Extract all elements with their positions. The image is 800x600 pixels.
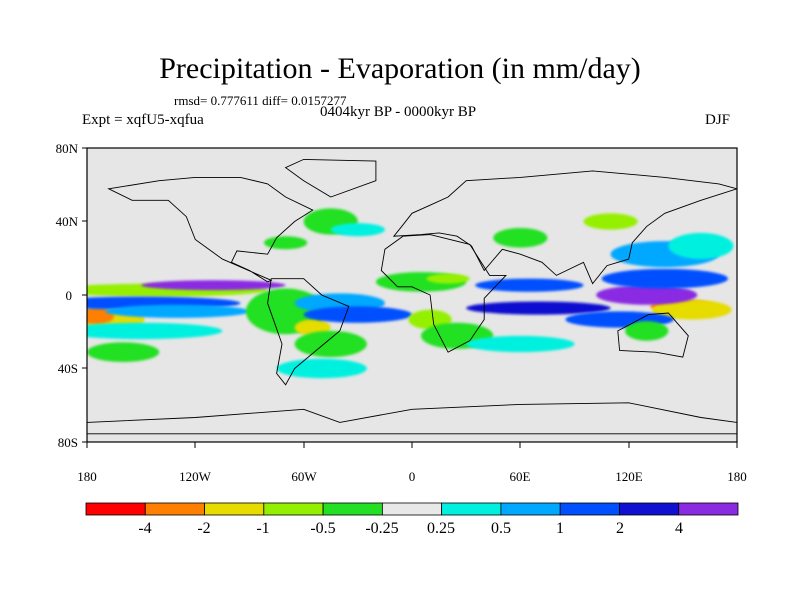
anomaly-field xyxy=(330,223,385,237)
colorbar-box xyxy=(441,502,502,516)
lon-label: 60W xyxy=(291,469,317,484)
lon-label: 180 xyxy=(727,469,747,484)
colorbar-label: -2 xyxy=(197,520,210,537)
colorbar xyxy=(85,502,739,516)
anomaly-field xyxy=(652,299,732,320)
colorbar-labels: -4 -2 -1 -0.5 -0.25 0.25 0.5 1 2 4 xyxy=(138,520,683,537)
anomaly-field xyxy=(583,213,638,230)
lat-label: 40S xyxy=(58,361,78,376)
anomaly-fields xyxy=(87,208,734,379)
colorbar-label: 1 xyxy=(556,520,564,537)
coastline xyxy=(267,278,350,386)
anomaly-field xyxy=(87,322,223,340)
colorbar-box xyxy=(204,502,265,516)
coastline xyxy=(392,170,737,285)
rmsd-stats: rmsd= 0.777611 diff= 0.0157277 xyxy=(174,93,347,108)
lon-label: 180 xyxy=(77,469,97,484)
colorbar-label: 4 xyxy=(675,520,683,537)
colorbar-box xyxy=(559,502,620,516)
longitude-axis: 180 120W 60W 0 60E 120E 180 xyxy=(77,442,747,484)
colorbar-box xyxy=(322,502,383,516)
anomaly-field xyxy=(668,232,734,260)
coastline xyxy=(617,312,689,358)
anomaly-field xyxy=(294,330,367,358)
coastline xyxy=(380,234,507,353)
colorbar-label: -0.5 xyxy=(310,520,335,537)
anomaly-field xyxy=(141,280,286,291)
colorbar-label: -0.25 xyxy=(365,520,398,537)
lat-label: 80N xyxy=(56,141,79,156)
anomaly-field xyxy=(105,304,250,318)
colorbar-box xyxy=(678,502,739,516)
period-label: 0404kyr BP - 0000kyr BP xyxy=(320,104,477,120)
season-label: DJF xyxy=(705,112,731,128)
coastline xyxy=(87,402,737,435)
colorbar-box xyxy=(144,502,205,516)
coastline xyxy=(107,176,314,283)
experiment-label: Expt = xqfU5-xqfua xyxy=(82,112,204,128)
colorbar-box xyxy=(85,502,146,516)
colorbar-box xyxy=(619,502,680,516)
anomaly-field xyxy=(596,285,698,305)
colorbar-label: 0.5 xyxy=(491,520,511,537)
anomaly-field xyxy=(475,278,584,292)
anomaly-field xyxy=(625,321,669,341)
colorbar-box xyxy=(381,502,443,516)
latitude-axis: 80N 40N 0 40S 80S xyxy=(56,141,87,450)
colorbar-label: -1 xyxy=(256,520,269,537)
lat-label: 40N xyxy=(56,214,79,229)
anomaly-field xyxy=(303,306,413,323)
lon-label: 60E xyxy=(510,469,531,484)
coastlines xyxy=(87,158,737,435)
coastline xyxy=(284,158,377,198)
anomaly-field xyxy=(601,268,728,289)
lon-label: 0 xyxy=(409,469,416,484)
anomaly-field xyxy=(87,342,160,362)
colorbar-box xyxy=(500,502,561,516)
anomaly-field xyxy=(466,335,575,353)
lat-label: 0 xyxy=(66,288,73,303)
anomaly-field xyxy=(493,228,548,248)
lon-label: 120W xyxy=(179,469,212,484)
colorbar-label: 2 xyxy=(616,520,624,537)
lon-label: 120E xyxy=(615,469,643,484)
colorbar-box xyxy=(263,502,324,516)
colorbar-label: 0.25 xyxy=(427,520,455,537)
map-title: Precipitation - Evaporation (in mm/day) xyxy=(159,52,641,85)
anomaly-field xyxy=(263,236,308,250)
lat-label: 80S xyxy=(58,435,78,450)
colorbar-label: -4 xyxy=(138,520,151,537)
anomaly-field xyxy=(466,301,611,315)
anomaly-field xyxy=(276,358,367,379)
anomaly-field xyxy=(426,273,470,284)
